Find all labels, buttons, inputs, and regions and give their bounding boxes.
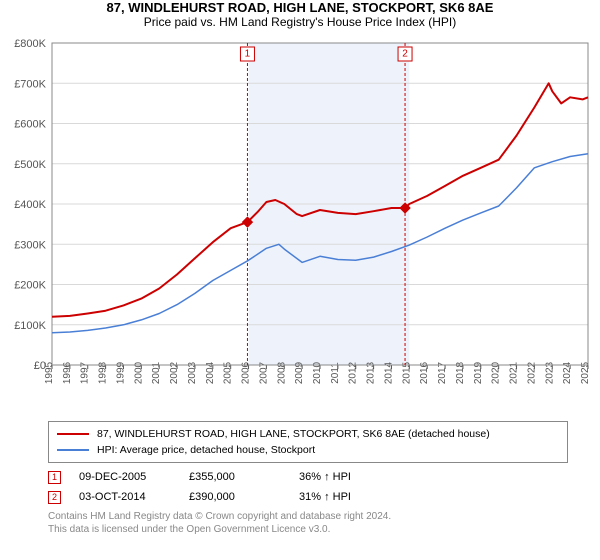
event-marker: 1 (48, 471, 61, 484)
legend: 87, WINDLEHURST ROAD, HIGH LANE, STOCKPO… (48, 421, 568, 463)
event-price: £390,000 (189, 491, 281, 503)
legend-swatch (57, 433, 89, 435)
price-chart: £0£100K£200K£300K£400K£500K£600K£700K£80… (0, 35, 600, 415)
event-table: 1 09-DEC-2005 £355,000 36% ↑ HPI 2 03-OCT-201… (48, 467, 568, 507)
svg-text:1: 1 (245, 49, 251, 60)
svg-text:£700K: £700K (14, 78, 46, 90)
footer-line2: This data is licensed under the Open Gov… (48, 524, 568, 537)
legend-swatch (57, 449, 89, 451)
svg-text:2: 2 (402, 49, 408, 60)
event-marker: 2 (48, 491, 61, 504)
svg-text:£400K: £400K (14, 199, 46, 211)
legend-item: HPI: Average price, detached house, Stoc… (57, 442, 559, 458)
event-date: 09-DEC-2005 (79, 471, 171, 483)
event-date: 03-OCT-2014 (79, 491, 171, 503)
chart-title: 87, WINDLEHURST ROAD, HIGH LANE, STOCKPO… (0, 0, 600, 15)
svg-text:£200K: £200K (14, 280, 46, 292)
legend-label: HPI: Average price, detached house, Stoc… (97, 444, 315, 456)
svg-text:£100K: £100K (14, 320, 46, 332)
legend-label: 87, WINDLEHURST ROAD, HIGH LANE, STOCKPO… (97, 428, 490, 440)
footer-attribution: Contains HM Land Registry data © Crown c… (48, 511, 568, 536)
footer-line1: Contains HM Land Registry data © Crown c… (48, 511, 568, 524)
event-row: 2 03-OCT-2014 £390,000 31% ↑ HPI (48, 487, 568, 507)
svg-text:£500K: £500K (14, 159, 46, 171)
event-pct: 31% ↑ HPI (299, 491, 391, 503)
svg-text:£600K: £600K (14, 119, 46, 131)
legend-item: 87, WINDLEHURST ROAD, HIGH LANE, STOCKPO… (57, 426, 559, 442)
event-pct: 36% ↑ HPI (299, 471, 391, 483)
svg-text:£800K: £800K (14, 38, 46, 50)
chart-subtitle: Price paid vs. HM Land Registry's House … (0, 15, 600, 29)
event-row: 1 09-DEC-2005 £355,000 36% ↑ HPI (48, 467, 568, 487)
svg-text:£300K: £300K (14, 239, 46, 251)
event-price: £355,000 (189, 471, 281, 483)
chart-container: £0£100K£200K£300K£400K£500K£600K£700K£80… (0, 35, 600, 415)
